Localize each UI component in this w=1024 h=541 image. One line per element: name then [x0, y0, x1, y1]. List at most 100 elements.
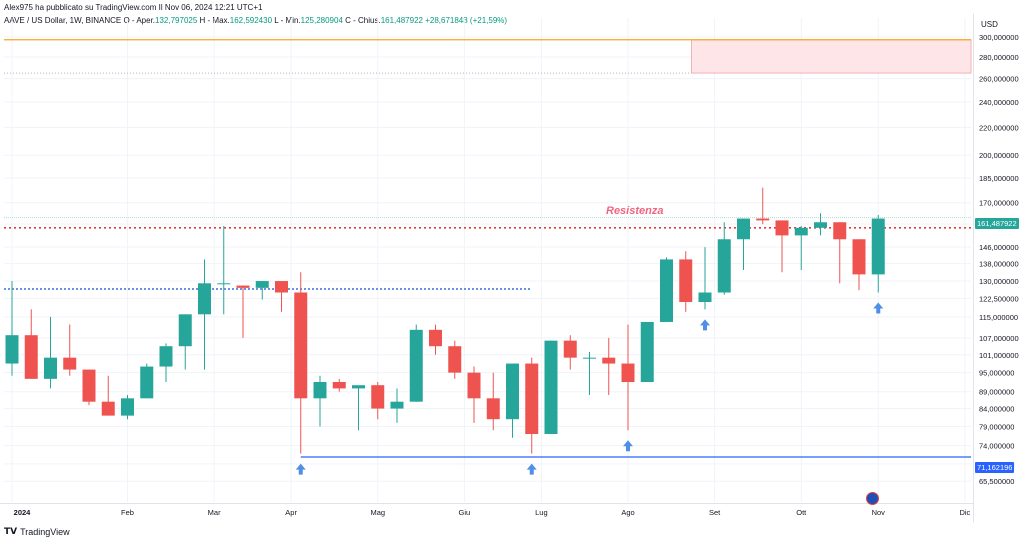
candle-body: [563, 340, 577, 358]
y-tick-label: 130,000000: [979, 277, 1019, 286]
y-tick-label: 300,000000: [979, 33, 1019, 42]
close-value: 161,487922: [380, 16, 423, 25]
high-label: H - Max.: [199, 16, 230, 25]
x-tick-label: Nov: [872, 508, 886, 517]
candle-body: [82, 369, 96, 402]
resistance-zone: [691, 39, 972, 74]
chart-header: Alex975 ha pubblicato su TradingView.com…: [4, 3, 507, 25]
candle-body: [852, 239, 866, 275]
y-tick-label: 79,000000: [979, 422, 1014, 431]
up-arrow-icon: [873, 302, 884, 314]
footer-brand: TradingView: [20, 526, 70, 537]
ohlc-line: AAVE / US Dollar, 1W, BINANCE O - Aper.1…: [4, 16, 507, 25]
footer: 𝗧𝗩 TradingView: [4, 526, 70, 537]
y-tick-label: 84,000000: [979, 405, 1014, 414]
symbol-label: AAVE / US Dollar, 1W, BINANCE: [4, 16, 122, 25]
x-tick-label: Lug: [535, 508, 548, 517]
y-tick-label: 65,500000: [979, 477, 1014, 486]
y-tick-label: 260,000000: [979, 75, 1019, 84]
candle-body: [313, 382, 327, 399]
up-arrow-icon: [623, 440, 633, 452]
candle-body: [602, 357, 616, 364]
currency-label: USD: [981, 20, 998, 29]
x-tick-label: Feb: [121, 508, 134, 517]
us-flag-icon: [866, 492, 879, 505]
y-tick-label: 220,000000: [979, 123, 1019, 132]
candle-body: [390, 401, 404, 409]
candle-body: [506, 363, 519, 420]
candle-body: [467, 372, 481, 399]
time-axis[interactable]: [0, 503, 973, 523]
candle-body: [178, 314, 192, 347]
candle-body: [717, 239, 731, 293]
candle-body: [525, 363, 539, 434]
resistance-label: Resistenza: [606, 205, 664, 217]
y-tick-label: 138,000000: [979, 260, 1019, 269]
y-tick-label: 122,500000: [979, 294, 1019, 303]
x-tick-label: Ago: [621, 508, 634, 517]
up-arrow-icon: [295, 463, 306, 475]
close-label: C - Chius.: [345, 16, 381, 25]
y-tick-label: 200,000000: [979, 151, 1019, 160]
candle-body: [448, 346, 462, 373]
y-tick-label: 115,000000: [979, 313, 1018, 322]
tradingview-logo-icon: 𝗧𝗩: [4, 526, 18, 536]
candle-body: [236, 285, 250, 288]
candle-body: [679, 259, 693, 302]
x-tick-label: Set: [709, 508, 721, 517]
current-price-tag: 161,487922: [975, 218, 1019, 229]
candle-body: [140, 366, 154, 399]
high-value: 162,592430: [229, 16, 273, 25]
candle-body: [871, 218, 885, 275]
candle-body: [737, 218, 750, 240]
candle-body: [621, 363, 635, 383]
y-tick-label: 170,000000: [979, 199, 1019, 208]
candle-body: [63, 357, 77, 370]
candle-body: [332, 382, 346, 389]
candle-body: [756, 218, 770, 221]
open-label: O - Aper.: [123, 16, 156, 25]
x-tick-label: Ott: [796, 508, 807, 517]
candle-body: [698, 292, 712, 302]
candle-body: [660, 259, 673, 322]
candle-body: [217, 283, 231, 285]
candle-body: [255, 281, 269, 288]
candle-body: [544, 340, 558, 434]
x-tick-label: Apr: [285, 508, 297, 517]
candle-body: [371, 385, 385, 409]
y-tick-label: 101,000000: [979, 351, 1019, 360]
candle-body: [24, 335, 38, 379]
candle-body: [409, 329, 423, 402]
price-axis[interactable]: [973, 14, 1024, 522]
y-tick-label: 146,000000: [979, 243, 1019, 252]
x-tick-label: 2024: [14, 508, 32, 517]
candle-body: [640, 321, 654, 383]
low-value: 125,280904: [300, 16, 343, 25]
author-line: Alex975 ha pubblicato su TradingView.com…: [4, 3, 263, 12]
candle-body: [794, 227, 808, 236]
open-value: 132,797025: [155, 16, 198, 25]
low-label: L - Min.: [274, 16, 301, 25]
y-tick-label: 240,000000: [979, 98, 1019, 107]
candle-body: [814, 222, 827, 228]
candle-body: [275, 281, 288, 293]
y-tick-label: 280,000000: [979, 53, 1019, 62]
candle-body: [101, 401, 115, 416]
candle-body: [198, 283, 211, 315]
x-tick-label: Dic: [959, 508, 970, 517]
y-tick-label: 74,000000: [979, 442, 1014, 451]
candle-body: [429, 329, 442, 347]
candle-body: [294, 292, 308, 399]
candle-body: [5, 335, 19, 364]
up-arrow-icon: [526, 463, 537, 475]
y-tick-label: 107,000000: [979, 334, 1019, 343]
candle-body: [44, 357, 57, 379]
candle-body: [352, 385, 365, 389]
change-value: +28,671848 (+21,59%): [425, 16, 508, 25]
x-tick-label: Giu: [459, 508, 471, 517]
candle-body: [583, 357, 596, 359]
candle-body: [121, 398, 134, 416]
x-tick-label: Mag: [370, 508, 385, 517]
y-tick-label: 95,000000: [979, 369, 1014, 378]
